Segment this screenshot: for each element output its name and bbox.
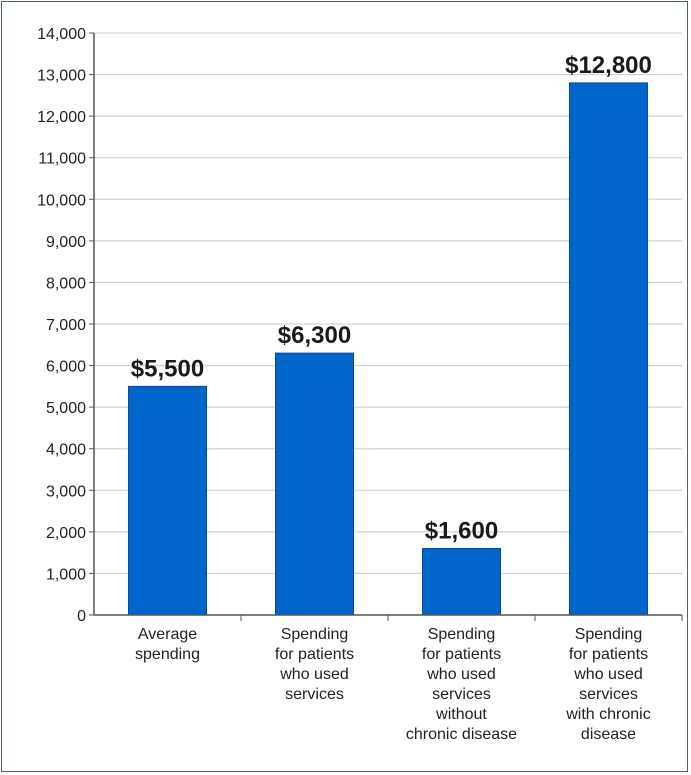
x-category-line: services: [432, 686, 491, 703]
bar: [422, 547, 501, 616]
y-tick-label: 14,000: [37, 26, 86, 43]
y-tick-label: 1,000: [46, 566, 86, 583]
x-category-label: Spending for patients who used services with…: [565, 626, 650, 743]
x-category-line: Spending: [575, 626, 643, 643]
y-tick-label: 9,000: [46, 234, 86, 251]
x-category-line: without: [435, 706, 487, 723]
x-category-line: who used: [573, 666, 643, 683]
data-label: $6,300: [278, 322, 351, 349]
x-category-line: Spending: [428, 626, 496, 643]
y-tick-label: 12,000: [37, 109, 86, 126]
y-tick-label: 3,000: [46, 483, 86, 500]
x-category-line: who used: [279, 666, 349, 683]
x-category-line: for patients: [275, 646, 354, 663]
bar: [128, 385, 207, 616]
x-category-line: services: [285, 686, 344, 703]
x-category-line: who used: [426, 666, 496, 683]
x-category-line: for patients: [569, 646, 648, 663]
data-labels: $5,500 $6,300 $1,600 $12,800: [131, 52, 652, 545]
x-category-label: Spending for patients who used services with…: [406, 626, 517, 743]
bar: [275, 352, 354, 616]
x-category-line: services: [579, 686, 638, 703]
x-axis: Average spending Spending for patients who u…: [94, 614, 683, 743]
y-tick-label: 10,000: [37, 192, 86, 209]
y-tick-label: 7,000: [46, 317, 86, 334]
y-tick-label: 11,000: [38, 151, 86, 168]
x-category-label: Average spending: [135, 626, 200, 663]
data-label: $5,500: [131, 355, 204, 382]
bar: [569, 82, 648, 616]
x-category-line: Spending: [281, 626, 349, 643]
x-category-line: disease: [581, 726, 636, 743]
data-label: $12,800: [565, 52, 652, 79]
x-category-line: Average: [138, 626, 197, 643]
y-tick-label: 2,000: [46, 525, 86, 542]
x-category-line: for patients: [422, 646, 501, 663]
y-tick-label: 13,000: [37, 68, 86, 85]
y-tick-label: 4,000: [46, 442, 86, 459]
y-tick-label: 5,000: [46, 400, 86, 417]
x-category-label: Spending for patients who used services: [275, 626, 354, 703]
x-category-line: spending: [135, 646, 200, 663]
x-category-line: with chronic: [565, 706, 650, 723]
bars: [128, 82, 648, 616]
y-tick-label: 6,000: [46, 359, 86, 376]
y-tick-label: 8,000: [46, 275, 86, 292]
data-label: $1,600: [425, 517, 498, 544]
y-tick-label: 0: [77, 608, 86, 625]
y-axis: 0 1,000 2,000 3,000 4,000 5,000 6,000 7,000 8,00…: [37, 26, 95, 625]
x-category-line: chronic disease: [406, 726, 517, 743]
